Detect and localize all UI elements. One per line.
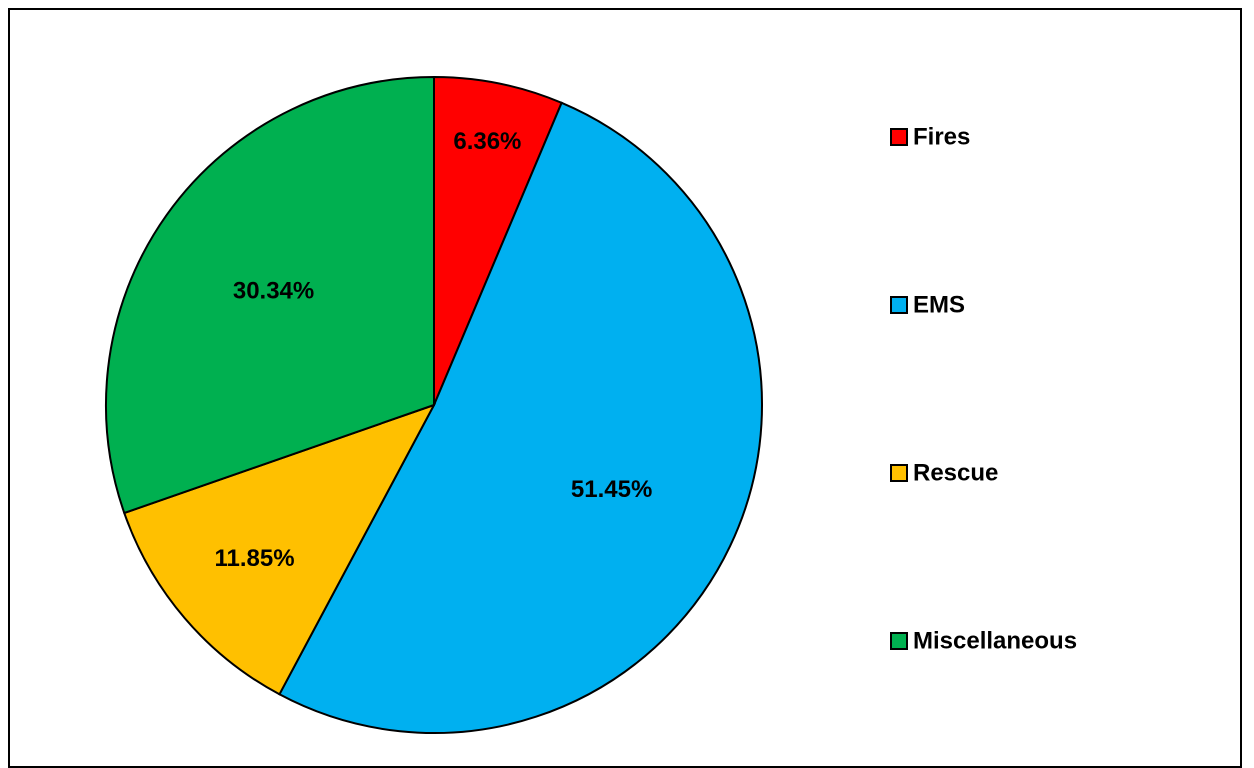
pie-slice-rescue [123, 403, 437, 696]
legend-label-miscellaneous: Miscellaneous [913, 628, 1077, 655]
pie-slices [105, 75, 763, 734]
slice-label-ems: 51.45% [571, 476, 652, 503]
legend-label-fires: Fires [913, 124, 970, 151]
legend-swatch-ems [890, 296, 908, 314]
pie-slice-miscellaneous [105, 75, 435, 515]
legend-label-ems: EMS [913, 292, 965, 319]
slice-label-miscellaneous: 30.34% [233, 278, 314, 305]
slice-label-fires: 6.36% [453, 128, 521, 155]
legend-swatch-miscellaneous [890, 632, 908, 650]
legend-label-rescue: Rescue [913, 460, 998, 487]
pie-slice-ems [278, 101, 763, 734]
pie-slice-fires [433, 75, 563, 406]
legend-swatch-fires [890, 128, 908, 146]
slice-label-rescue: 11.85% [215, 545, 295, 572]
legend-swatch-rescue [890, 464, 908, 482]
slice-labels: 6.36% 51.45% 11.85% 30.34% [215, 128, 653, 572]
legend: Fires EMS Rescue Miscellaneous [890, 124, 1077, 655]
